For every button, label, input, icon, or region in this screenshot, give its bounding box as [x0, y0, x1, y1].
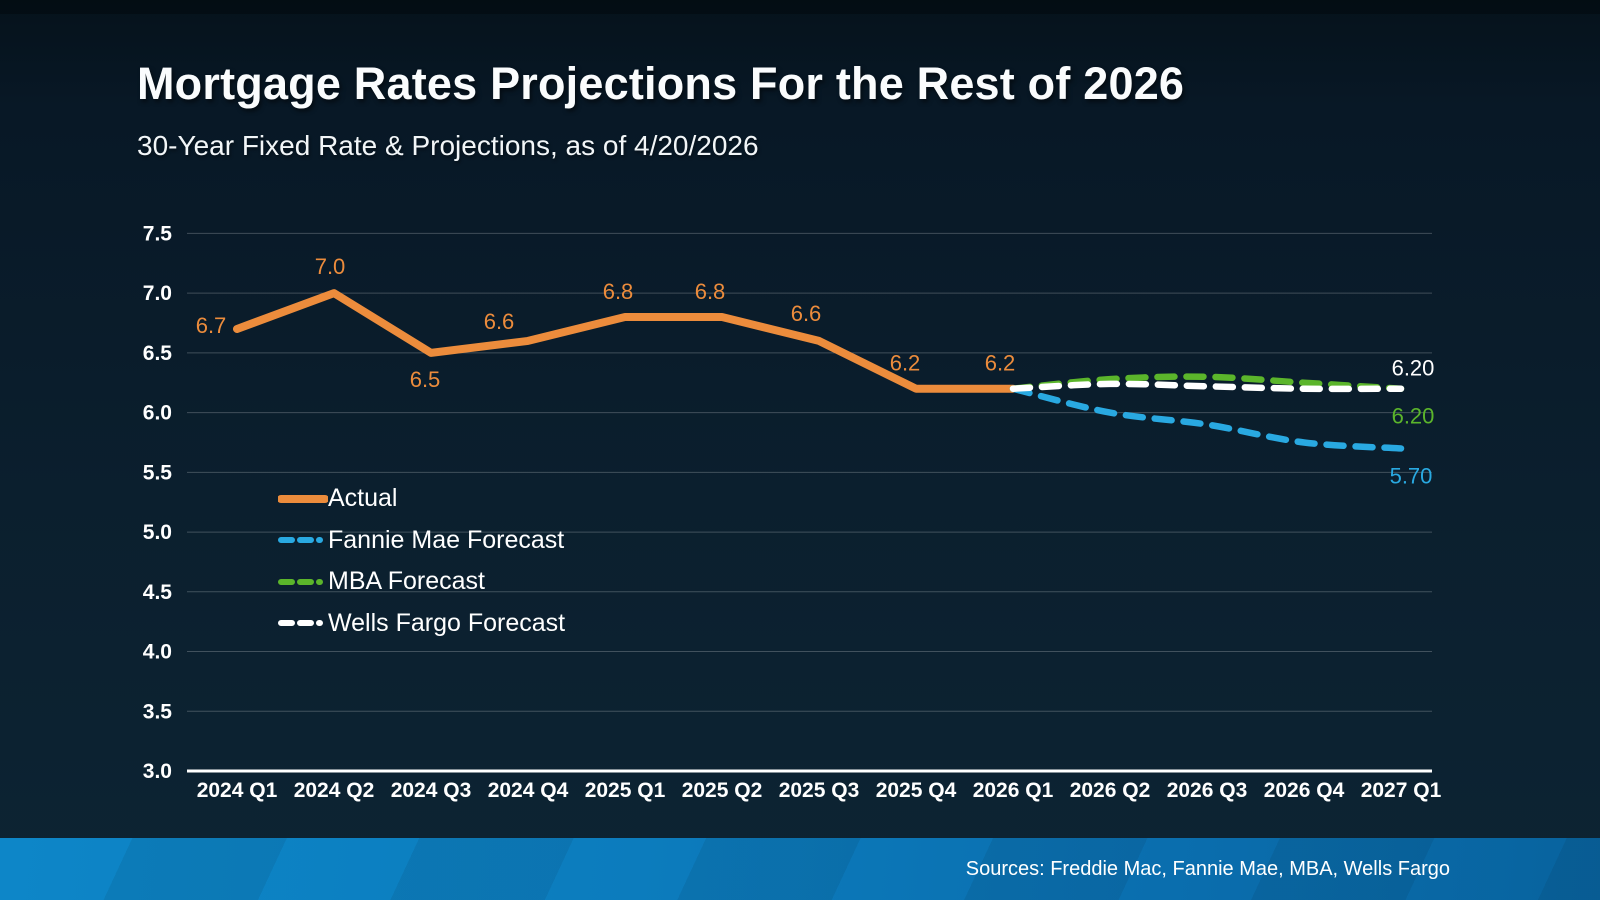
series-line-actual [233, 289, 1017, 393]
series-end-value-label: 6.20 [1392, 356, 1435, 381]
legend-label-wells-fargo: Wells Fargo Forecast [328, 608, 566, 637]
series-line-wells-fargo-forecast [1009, 380, 1405, 393]
x-tick-label: 2027 Q1 [1361, 779, 1442, 802]
data-point-label: 6.2 [985, 351, 1016, 376]
series-end-value-label: 5.70 [1390, 463, 1433, 488]
y-tick-label: 6.5 [143, 342, 173, 365]
wells-fargo-dashed-line-icon [278, 620, 328, 627]
x-tick-label: 2025 Q1 [585, 779, 666, 802]
legend-label-actual: Actual [328, 484, 398, 513]
y-tick-label: 3.0 [143, 760, 172, 783]
x-tick-label: 2024 Q2 [294, 779, 375, 802]
page-title: Mortgage Rates Projections For the Rest … [137, 58, 1185, 109]
chart-legend: Actual Fannie Mae Forecast MBA Forecast … [278, 478, 565, 644]
x-tick-label: 2025 Q3 [779, 779, 860, 802]
y-tick-label: 4.5 [143, 581, 173, 604]
data-point-label: 7.0 [315, 254, 346, 279]
footer-bar: Sources: Freddie Mac, Fannie Mae, MBA, W… [0, 838, 1600, 900]
x-tick-label: 2026 Q1 [973, 779, 1054, 802]
y-tick-label: 7.5 [143, 222, 173, 245]
page-subtitle: 30-Year Fixed Rate & Projections, as of … [137, 130, 759, 161]
data-point-label: 6.2 [890, 351, 921, 376]
x-tick-label: 2026 Q2 [1070, 779, 1151, 802]
data-point-label: 6.6 [791, 301, 822, 326]
x-tick-label: 2024 Q4 [488, 779, 569, 802]
y-tick-label: 5.0 [143, 521, 172, 544]
data-point-label: 6.5 [410, 367, 441, 392]
legend-item-wells-fargo-forecast: Wells Fargo Forecast [278, 603, 565, 645]
y-tick-label: 5.5 [143, 461, 173, 484]
x-tick-label: 2024 Q1 [197, 779, 278, 802]
legend-label-fannie-mae: Fannie Mae Forecast [328, 525, 565, 554]
legend-item-fannie-mae-forecast: Fannie Mae Forecast [278, 520, 565, 562]
data-point-label: 6.8 [695, 279, 726, 304]
data-point-label: 6.8 [603, 279, 634, 304]
y-tick-label: 7.0 [143, 282, 172, 305]
mba-dashed-line-icon [278, 578, 328, 585]
data-point-label: 6.6 [484, 309, 515, 334]
y-tick-label: 4.0 [143, 641, 172, 664]
y-tick-label: 6.0 [143, 402, 172, 425]
series-end-value-label: 6.20 [1392, 404, 1435, 429]
series-line-fannie-mae-forecast [1009, 385, 1405, 452]
data-point-label: 6.7 [196, 313, 227, 338]
x-tick-label: 2024 Q3 [391, 779, 472, 802]
y-tick-label: 3.5 [143, 700, 173, 723]
legend-item-mba-forecast: MBA Forecast [278, 561, 565, 603]
x-tick-label: 2025 Q2 [682, 779, 763, 802]
x-tick-label: 2026 Q3 [1167, 779, 1248, 802]
actual-line-icon [278, 494, 328, 503]
x-tick-label: 2025 Q4 [876, 779, 957, 802]
x-tick-label: 2026 Q4 [1264, 779, 1345, 802]
legend-item-actual: Actual [278, 478, 565, 520]
fannie-mae-dashed-line-icon [278, 537, 328, 544]
legend-label-mba: MBA Forecast [328, 567, 485, 596]
sources-text: Sources: Freddie Mac, Fannie Mae, MBA, W… [965, 857, 1450, 880]
